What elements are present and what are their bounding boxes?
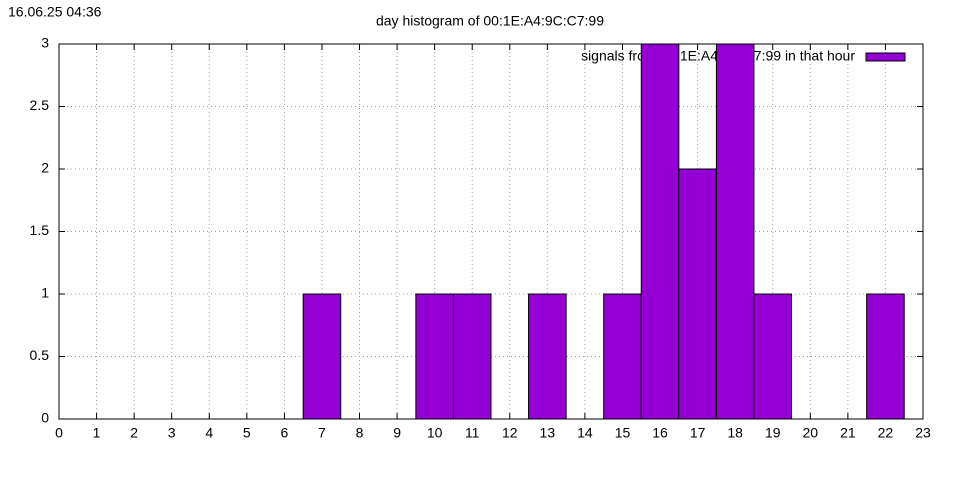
- chart-title: day histogram of 00:1E:A4:9C:C7:99: [376, 13, 604, 29]
- x-tick-label: 20: [803, 425, 819, 441]
- y-tick-label: 1: [41, 285, 49, 301]
- x-tick-label: 18: [727, 425, 743, 441]
- y-tick-label: 0.5: [30, 347, 50, 363]
- x-tick-label: 11: [465, 425, 480, 441]
- bar: [640, 43, 680, 420]
- x-tick-label: 1: [93, 425, 101, 441]
- bar: [528, 293, 567, 420]
- bar: [678, 168, 717, 420]
- y-tick-label: 2.5: [30, 97, 50, 113]
- x-tick-label: 21: [840, 425, 856, 441]
- y-tick-label: 2: [41, 160, 49, 176]
- bar: [866, 293, 905, 420]
- x-tick-label: 19: [765, 425, 781, 441]
- x-tick-label: 16: [652, 425, 668, 441]
- x-tick-label: 7: [318, 425, 326, 441]
- bar: [302, 293, 342, 420]
- y-tick-label: 1.5: [30, 222, 50, 238]
- x-tick-label: 23: [915, 425, 931, 441]
- y-tick-label: 3: [41, 35, 49, 51]
- bar: [415, 293, 454, 420]
- x-tick-label: 3: [168, 425, 176, 441]
- y-tick-label: 0: [41, 410, 49, 426]
- x-tick-label: 9: [393, 425, 401, 441]
- x-tick-label: 4: [205, 425, 213, 441]
- x-tick-label: 14: [577, 425, 593, 441]
- legend-swatch: [865, 52, 906, 62]
- timestamp: 16.06.25 04:36: [8, 4, 102, 20]
- x-tick-label: 17: [690, 425, 706, 441]
- x-tick-label: 13: [540, 425, 556, 441]
- plot-border: [58, 43, 924, 420]
- bar: [753, 293, 793, 420]
- bar: [452, 293, 492, 420]
- x-tick-label: 8: [356, 425, 364, 441]
- x-tick-label: 22: [878, 425, 894, 441]
- x-tick-label: 2: [130, 425, 138, 441]
- bar: [603, 293, 642, 420]
- x-tick-label: 6: [280, 425, 288, 441]
- bar: [715, 43, 755, 420]
- x-tick-label: 5: [243, 425, 251, 441]
- x-tick-label: 15: [615, 425, 631, 441]
- x-tick-label: 0: [55, 425, 63, 441]
- x-tick-label: 10: [427, 425, 443, 441]
- x-tick-label: 12: [502, 425, 518, 441]
